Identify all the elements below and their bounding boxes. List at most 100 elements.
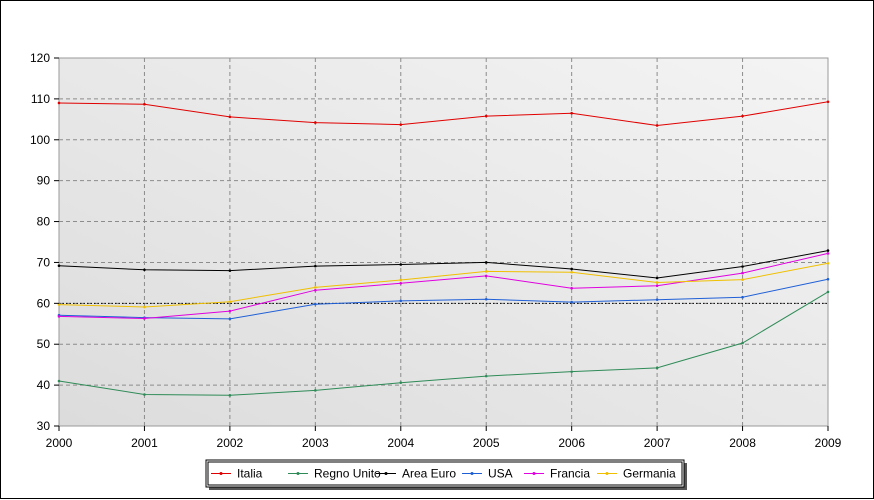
- data-point: [314, 302, 317, 306]
- x-tick-label: 2005: [473, 436, 500, 450]
- legend-marker: [532, 472, 536, 475]
- data-point: [655, 124, 659, 127]
- gridlines: [59, 58, 828, 426]
- legend-marker: [219, 472, 223, 475]
- data-point: [741, 341, 744, 345]
- data-point: [570, 111, 573, 115]
- data-point: [143, 268, 146, 272]
- x-tick-label: 2002: [217, 436, 244, 450]
- data-point: [826, 290, 830, 294]
- x-tick-label: 2004: [387, 436, 414, 450]
- data-point: [228, 309, 232, 313]
- data-point: [826, 252, 830, 255]
- x-tick-label: 2001: [131, 436, 158, 450]
- data-point: [741, 278, 744, 281]
- legend-label-4: Francia: [550, 467, 590, 481]
- data-point: [655, 284, 659, 288]
- data-point: [314, 286, 317, 289]
- legend: Italia Regno Unito Area Euro USA Francia Germ…: [205, 459, 687, 490]
- data-point: [399, 381, 403, 384]
- data-point: [655, 276, 659, 280]
- data-point: [57, 264, 61, 268]
- data-point: [484, 274, 488, 278]
- data-point: [399, 299, 403, 303]
- data-point: [570, 270, 573, 274]
- y-tick-label: 60: [37, 296, 51, 310]
- data-point: [57, 379, 61, 383]
- data-point: [314, 264, 317, 268]
- y-tick-label: 70: [37, 255, 51, 269]
- data-point: [741, 265, 744, 268]
- legend-inner-box: [207, 461, 683, 486]
- data-point: [484, 270, 488, 273]
- data-point: [57, 101, 61, 105]
- data-point: [655, 281, 659, 284]
- data-point: [826, 261, 830, 265]
- data-point: [228, 269, 232, 272]
- y-tick-label: 90: [37, 174, 51, 188]
- y-tick-label: 30: [37, 419, 51, 433]
- data-point: [399, 123, 403, 126]
- data-point: [314, 121, 317, 124]
- x-tick-label: 2009: [815, 436, 842, 450]
- data-point: [399, 281, 403, 285]
- data-point: [143, 393, 146, 396]
- data-point: [228, 394, 232, 397]
- x-tick-label: 2006: [558, 436, 585, 450]
- y-tick-label: 100: [30, 133, 50, 147]
- y-tick-label: 110: [31, 92, 50, 106]
- data-point: [741, 271, 744, 275]
- legend-label-1: Regno Unito: [314, 467, 381, 481]
- data-point: [143, 317, 146, 320]
- legend-marker: [605, 472, 609, 475]
- x-tick-label: 2008: [729, 436, 756, 450]
- series-line-5: [58, 262, 829, 308]
- y-tick-label: 80: [37, 215, 51, 229]
- data-point: [399, 263, 403, 266]
- legend-marker: [470, 472, 474, 475]
- series-group: [57, 100, 830, 397]
- y-axis-ticks: 30 40 50 60 70 80 90 100 110 120: [30, 51, 59, 433]
- data-point: [655, 298, 659, 301]
- legend-label-3: USA: [488, 467, 513, 481]
- legend-label-2: Area Euro: [402, 467, 456, 481]
- data-point: [314, 389, 317, 392]
- x-tick-label: 2003: [302, 436, 329, 450]
- legend-label-5: Germania: [623, 467, 676, 481]
- data-point: [143, 305, 146, 309]
- data-point: [57, 315, 61, 318]
- series-line-1: [58, 291, 829, 396]
- x-axis-ticks: 2000 2001 2002 2003 2004 2005 2006 2007 2008 2009: [46, 426, 842, 450]
- plot-area: [58, 57, 829, 427]
- data-point: [570, 300, 573, 304]
- data-point: [570, 286, 573, 290]
- y-tick-label: 50: [37, 337, 51, 351]
- data-point: [484, 297, 488, 301]
- data-point: [826, 249, 830, 252]
- legend-marker: [384, 472, 388, 475]
- data-point: [826, 100, 830, 104]
- data-point: [826, 277, 830, 281]
- y-tick-label: 40: [37, 378, 51, 392]
- series-line-2: [58, 250, 829, 279]
- data-point: [484, 114, 488, 118]
- data-point: [570, 267, 573, 271]
- data-point: [570, 370, 573, 373]
- data-point: [655, 366, 659, 370]
- data-point: [484, 374, 488, 378]
- x-tick-label: 2007: [644, 436, 671, 450]
- data-point: [228, 300, 232, 303]
- legend-label-0: Italia: [237, 467, 263, 481]
- data-point: [143, 102, 146, 106]
- data-point: [399, 278, 403, 282]
- series-line-0: [58, 101, 829, 127]
- data-point: [741, 295, 744, 299]
- data-point: [484, 261, 488, 264]
- x-tick-label: 2000: [46, 436, 73, 450]
- data-point: [228, 317, 232, 321]
- legend-marker: [296, 472, 300, 475]
- data-point: [228, 115, 232, 119]
- data-point: [314, 288, 317, 292]
- series-line-3: [58, 278, 829, 320]
